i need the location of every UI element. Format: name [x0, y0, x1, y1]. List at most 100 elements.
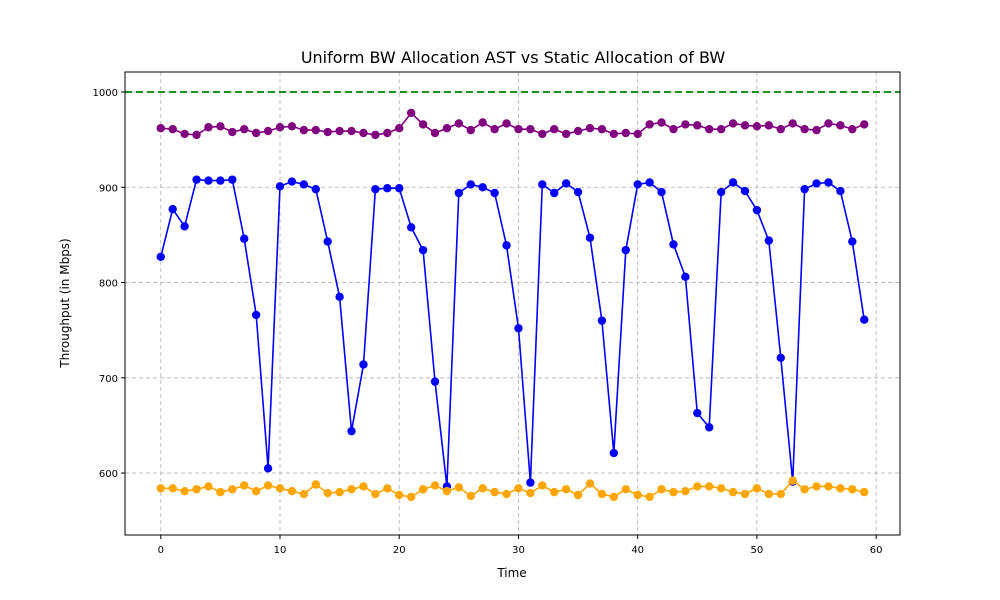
data-point [526, 124, 535, 134]
data-point [514, 324, 523, 333]
data-point [561, 179, 571, 188]
x-tick-label: 60 [870, 545, 883, 556]
y-axis-ticks: 600 700 800 900 1000 [93, 88, 125, 480]
data-point [240, 124, 249, 134]
data-point [156, 252, 165, 262]
data-point [466, 491, 475, 501]
data-point [836, 186, 845, 196]
data-point [633, 129, 642, 139]
series-2 [156, 476, 869, 502]
y-tick-label: 800 [99, 279, 118, 290]
data-point [168, 204, 177, 214]
data-point [168, 124, 177, 134]
data-point [418, 485, 428, 494]
data-point [824, 178, 833, 187]
data-point [287, 177, 297, 186]
data-point [228, 127, 237, 137]
data-point [573, 187, 583, 197]
data-point [550, 487, 559, 497]
data-point [848, 237, 857, 246]
data-point [251, 128, 261, 138]
data-point [728, 487, 738, 497]
data-point [716, 484, 726, 493]
series-group [156, 108, 869, 502]
x-tick-label: 50 [751, 545, 764, 556]
x-tick-label: 30 [512, 545, 525, 556]
data-point [335, 487, 344, 497]
data-point [347, 426, 356, 436]
data-point [705, 482, 714, 491]
data-point [681, 486, 690, 496]
data-point [156, 484, 165, 493]
data-point [287, 486, 297, 496]
x-tick-label: 10 [274, 545, 287, 556]
data-point [800, 184, 809, 194]
data-point [633, 180, 642, 189]
data-point [860, 315, 869, 324]
data-point [168, 484, 177, 493]
data-point [621, 128, 630, 138]
data-point [526, 478, 535, 487]
data-point [550, 124, 559, 134]
x-tick-label: 40 [631, 545, 644, 556]
data-point [430, 377, 440, 386]
data-point [180, 129, 189, 139]
data-point [860, 487, 869, 497]
data-point [299, 125, 309, 135]
data-point [371, 184, 380, 194]
data-point [263, 481, 273, 490]
data-point [752, 122, 762, 131]
data-point [538, 481, 547, 490]
data-point [192, 175, 201, 184]
y-axis-label: Throughput (in Mbps) [58, 238, 72, 368]
data-point [776, 489, 785, 499]
data-point [848, 124, 857, 134]
data-point [454, 188, 464, 198]
data-point [657, 485, 666, 494]
data-point [311, 125, 320, 135]
data-point [848, 485, 857, 494]
data-point [860, 120, 869, 129]
data-point [585, 479, 595, 488]
data-point [490, 487, 499, 497]
data-point [395, 490, 404, 500]
data-point [240, 481, 249, 490]
y-tick-label: 700 [99, 374, 118, 385]
data-point [740, 121, 750, 130]
y-tick-label: 1000 [93, 88, 118, 99]
data-point [788, 119, 797, 128]
data-point [406, 223, 416, 232]
data-point [812, 125, 821, 135]
data-point [192, 485, 201, 494]
data-point [251, 310, 261, 320]
data-point [669, 487, 678, 497]
data-point [693, 121, 702, 130]
data-point [406, 492, 416, 502]
data-point [585, 124, 595, 133]
data-point [812, 482, 821, 491]
data-point [347, 485, 356, 494]
data-point [693, 482, 702, 491]
data-point [609, 448, 619, 458]
data-point [800, 485, 809, 494]
series-line [160, 178, 865, 487]
data-point [383, 128, 392, 138]
data-point [311, 184, 320, 194]
data-point [669, 124, 678, 134]
data-point [430, 481, 440, 490]
data-point [609, 129, 619, 139]
data-point [764, 236, 774, 245]
x-tick-label: 0 [158, 545, 164, 556]
series-1 [156, 175, 869, 491]
data-point [466, 180, 475, 189]
data-point [323, 488, 332, 498]
data-point [824, 119, 833, 128]
data-point [216, 122, 225, 131]
data-point [514, 124, 523, 134]
data-point [395, 124, 404, 133]
data-point [740, 186, 750, 196]
data-point [263, 464, 273, 473]
data-point [561, 129, 571, 139]
data-point [728, 119, 738, 128]
data-point [573, 126, 583, 136]
